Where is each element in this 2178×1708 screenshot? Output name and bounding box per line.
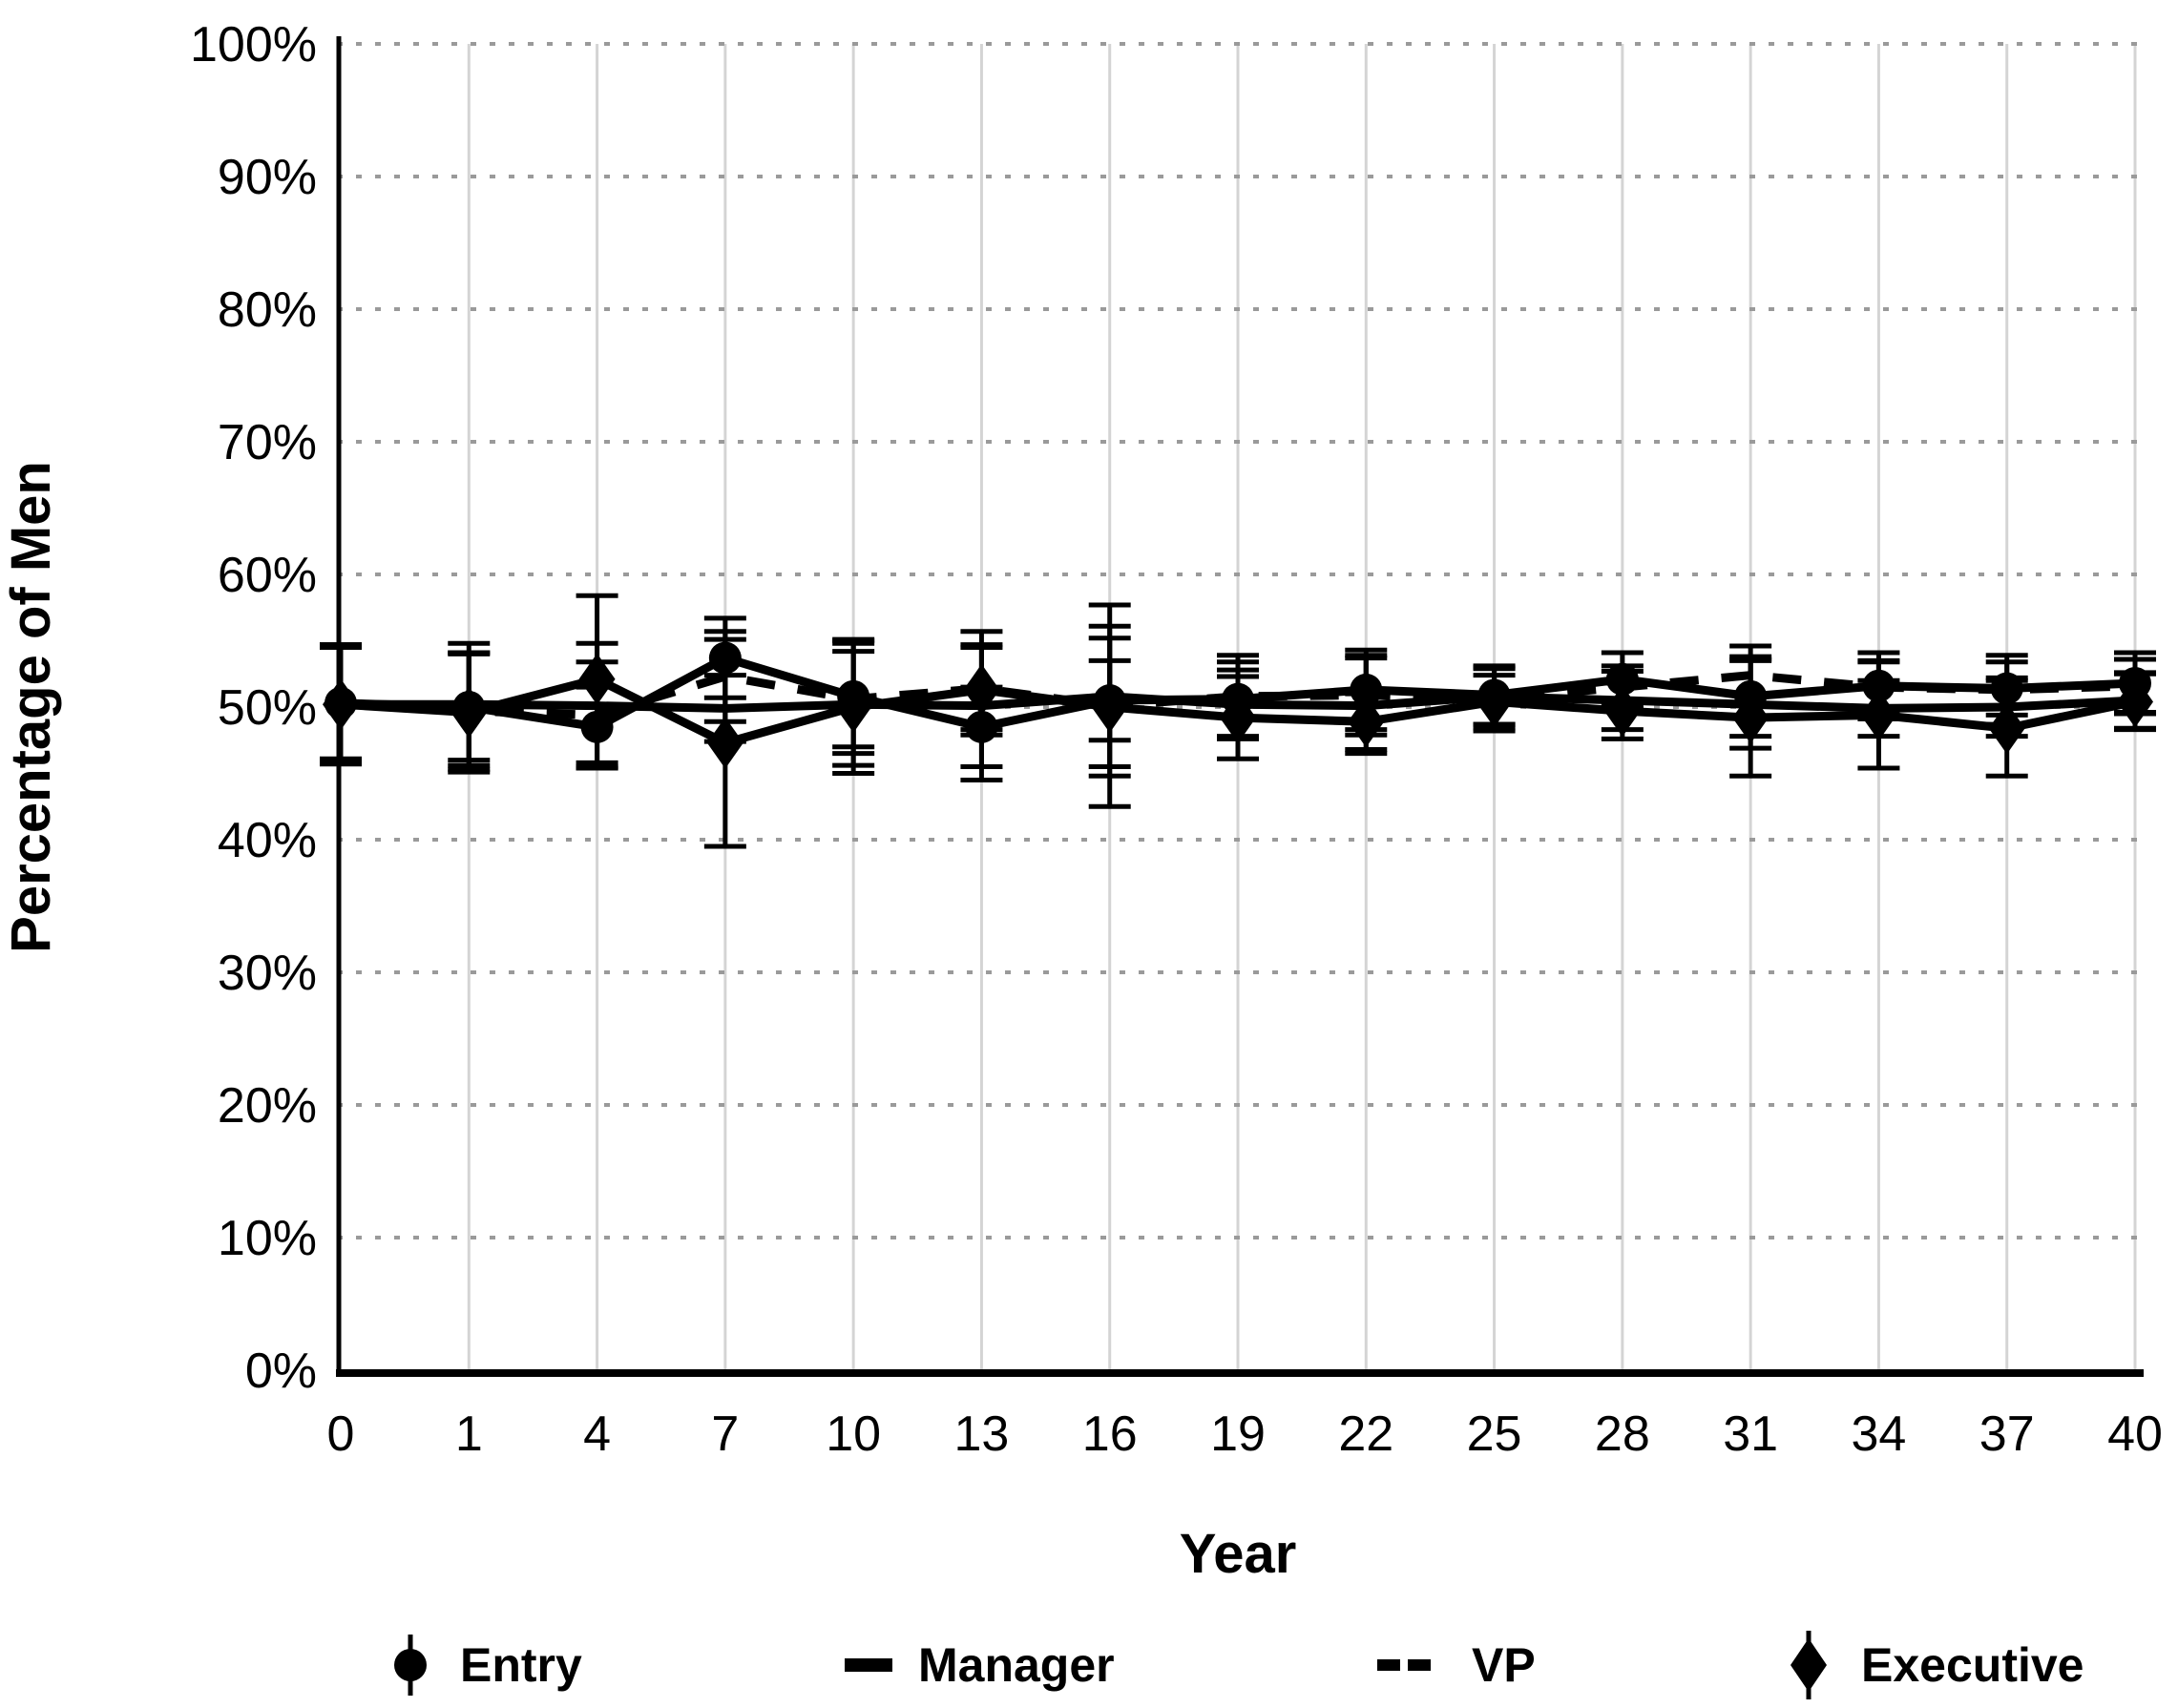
axis-layer: 0% 10% 20% 30% 40% 50% 60% 70% 80% 90% 100% 0 1 4 7 10 1… [190, 17, 2163, 1462]
x-axis-title: Year [1180, 1523, 1297, 1585]
x-tick-label: 7 [711, 1406, 739, 1462]
x-tick-label: 4 [583, 1406, 611, 1462]
legend-diamond-marker-icon [1791, 1638, 1827, 1692]
diamond-marker [706, 717, 743, 769]
legend-item-entry: Entry [394, 1635, 582, 1696]
x-tick-label: 19 [1210, 1406, 1266, 1462]
diamond-marker [1220, 692, 1256, 744]
y-tick-label: 0% [245, 1343, 317, 1399]
legend: Entry Manager VP Executive [394, 1631, 2084, 1699]
x-tick-label: 37 [1979, 1406, 2035, 1462]
y-tick-label: 80% [218, 282, 317, 338]
diamond-marker [578, 653, 616, 705]
x-tick-label: 31 [1723, 1406, 1778, 1462]
legend-label: Manager [918, 1638, 1115, 1692]
diamond-marker [1348, 696, 1385, 748]
diamond-marker [1860, 689, 1897, 741]
x-tick-label: 28 [1595, 1406, 1650, 1462]
x-tick-label: 1 [455, 1406, 483, 1462]
x-tick-label: 13 [954, 1406, 1010, 1462]
legend-item-manager: Manager [845, 1638, 1115, 1692]
diamond-marker [835, 681, 872, 733]
x-tick-label: 16 [1082, 1406, 1138, 1462]
diamond-marker [1732, 692, 1770, 744]
y-tick-label: 40% [218, 813, 317, 868]
circle-marker [965, 710, 998, 743]
y-tick-label: 10% [218, 1211, 317, 1266]
legend-circle-marker-icon [394, 1649, 427, 1681]
x-tick-label: 34 [1852, 1406, 1907, 1462]
x-tick-label: 25 [1467, 1406, 1522, 1462]
y-tick-label: 90% [218, 150, 317, 205]
diamond-marker [1988, 702, 2025, 755]
diamond-marker [2117, 676, 2153, 728]
circle-marker [708, 641, 742, 675]
x-tick-label: 22 [1338, 1406, 1393, 1462]
y-tick-label: 20% [218, 1078, 317, 1134]
legend-label: Entry [460, 1638, 582, 1692]
diamond-marker [323, 678, 359, 731]
diamond-marker [1091, 681, 1128, 733]
series-vp [340, 671, 2136, 719]
diamond-marker [450, 686, 488, 739]
x-tick-label: 0 [327, 1406, 355, 1462]
diamond-marker [963, 663, 1000, 716]
diamond-marker [1603, 685, 1641, 738]
x-tick-label: 40 [2107, 1406, 2163, 1462]
y-tick-label: 70% [218, 415, 317, 470]
x-tick-label: 10 [826, 1406, 881, 1462]
series-executive [323, 653, 2153, 769]
legend-label: Executive [1861, 1638, 2084, 1692]
diamond-marker [1476, 676, 1513, 728]
y-axis-title: Percentage of Men [0, 461, 62, 953]
legend-dash-icon [1408, 1659, 1431, 1671]
y-tick-label: 50% [218, 680, 317, 736]
legend-item-vp: VP [1377, 1638, 1536, 1692]
y-tick-label: 100% [190, 17, 317, 73]
series-line-vp [340, 671, 2136, 719]
y-tick-label: 30% [218, 946, 317, 1001]
series-layer [323, 641, 2153, 769]
circle-marker [580, 710, 614, 743]
legend-item-executive: Executive [1791, 1631, 2084, 1699]
legend-dash-icon [1377, 1659, 1400, 1671]
legend-label: VP [1472, 1638, 1536, 1692]
y-tick-label: 60% [218, 548, 317, 603]
legend-solid-line-icon [845, 1658, 892, 1672]
